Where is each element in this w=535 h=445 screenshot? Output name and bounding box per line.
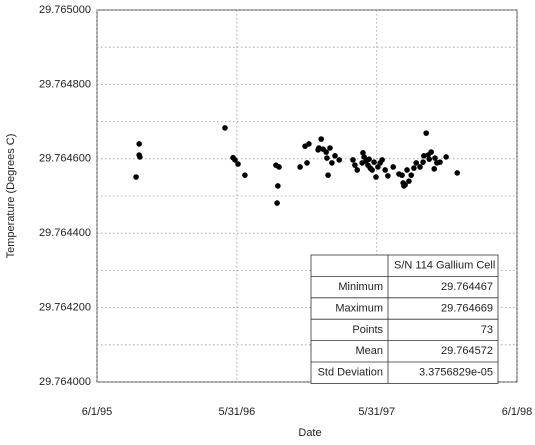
table-value: 29.764669 [441, 302, 493, 314]
point [274, 200, 280, 206]
point [137, 154, 143, 160]
point [437, 159, 443, 165]
point [432, 155, 438, 161]
y-axis-label: Temperature (Degrees C) [5, 134, 17, 259]
table-value: 29.764467 [441, 281, 493, 293]
y-tick-label: 29.764200 [39, 302, 91, 314]
point [297, 164, 303, 170]
point [336, 157, 342, 163]
point [423, 130, 429, 136]
table-label: Std Deviation [318, 367, 383, 379]
point [235, 161, 241, 167]
point [402, 182, 408, 188]
point [385, 173, 391, 179]
x-tick-label: 5/31/96 [219, 406, 256, 418]
point [232, 157, 238, 163]
point [369, 167, 375, 173]
point [133, 174, 139, 180]
point [325, 172, 331, 178]
point [136, 141, 142, 147]
point [275, 183, 281, 189]
x-tick-label: 6/1/95 [82, 406, 113, 418]
y-tick-label: 29.764400 [39, 227, 91, 239]
point [404, 167, 410, 173]
point [420, 159, 426, 165]
point [306, 141, 312, 147]
y-tick-label: 29.764600 [39, 153, 91, 165]
table-title: S/N 114 Gallium Cell [394, 260, 495, 272]
point [332, 153, 338, 159]
point [222, 125, 228, 131]
point [390, 164, 397, 170]
point [406, 178, 412, 184]
point [417, 164, 423, 170]
point [242, 172, 248, 178]
point [323, 149, 329, 155]
point [327, 145, 333, 151]
table-value: 73 [481, 324, 493, 336]
point [421, 153, 427, 159]
point [276, 164, 282, 170]
point [379, 157, 385, 163]
table-label: Maximum [335, 302, 383, 314]
point [316, 145, 322, 151]
point [350, 157, 356, 163]
point [352, 162, 358, 168]
point [371, 159, 377, 165]
x-axis-label: Date [298, 427, 321, 439]
table-label: Points [352, 324, 383, 336]
table-label: Mean [355, 345, 383, 357]
point [354, 167, 361, 173]
point [426, 156, 433, 162]
point [366, 156, 372, 162]
point [408, 172, 415, 178]
point [382, 167, 388, 173]
point [324, 155, 330, 161]
point [375, 164, 381, 170]
point [304, 160, 310, 166]
table-label: Minimum [338, 281, 383, 293]
y-tick-label: 29.765000 [39, 4, 91, 16]
y-tick-label: 29.764000 [39, 376, 91, 388]
table-value: 29.764572 [441, 345, 493, 357]
point [318, 136, 324, 142]
point [373, 174, 379, 180]
x-tick-label: 5/31/97 [358, 406, 395, 418]
y-tick-label: 29.764800 [39, 78, 91, 90]
point [443, 154, 449, 160]
point [431, 166, 438, 172]
point [329, 160, 335, 166]
x-tick-label: 6/1/98 [502, 406, 533, 418]
point [399, 172, 405, 178]
table-value: 3.3756829e-05 [419, 367, 493, 379]
point [428, 149, 434, 155]
point [413, 160, 420, 166]
point [454, 170, 461, 176]
point [411, 165, 417, 171]
